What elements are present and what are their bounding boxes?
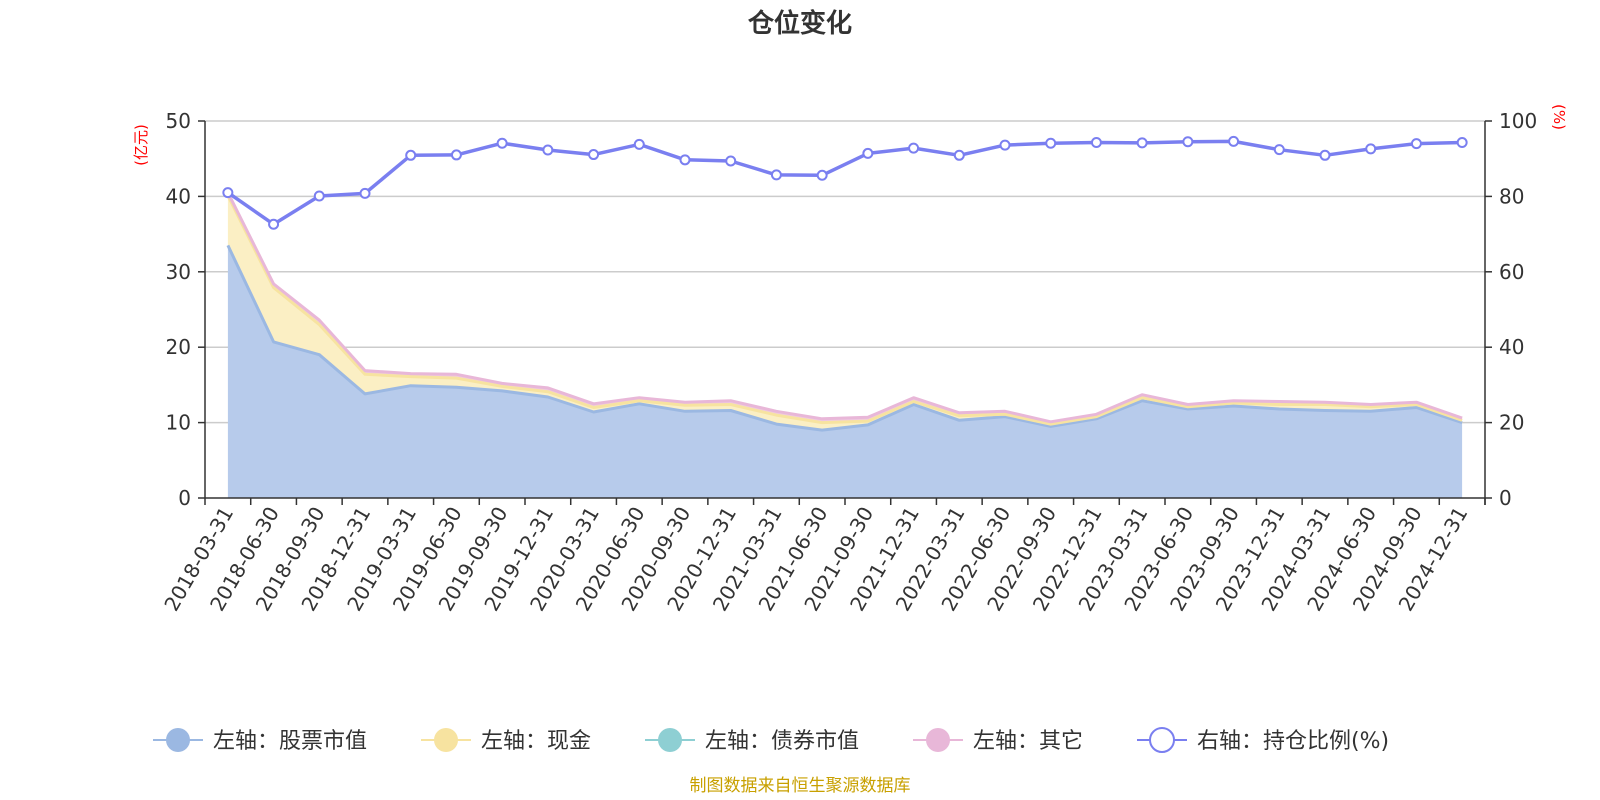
data-source-note: 制图数据来自恒生聚源数据库 xyxy=(690,776,911,796)
ratio-point xyxy=(405,149,417,161)
ratio-point xyxy=(222,187,234,199)
legend-item: 左轴：其它 xyxy=(913,728,1083,754)
ratio-point xyxy=(679,154,691,166)
ratio-point xyxy=(725,155,737,167)
ratio-point xyxy=(450,149,462,161)
ratio-point xyxy=(1136,137,1148,149)
ratio-point xyxy=(1456,136,1468,148)
ratio-point xyxy=(496,137,508,149)
area-edge-series-2 xyxy=(226,194,1463,426)
legend-item: 左轴：债券市值 xyxy=(645,728,859,754)
right-tick-label: 80 xyxy=(1499,184,1524,208)
right-axis-unit: (%) xyxy=(1550,104,1568,130)
ratio-line xyxy=(226,139,1463,227)
ratio-line-layer xyxy=(222,135,1468,230)
legend-marker xyxy=(926,728,950,752)
legend-marker xyxy=(1149,727,1175,753)
ratio-point xyxy=(1319,149,1331,161)
left-tick-label: 0 xyxy=(178,486,191,510)
legend-label: 左轴：其它 xyxy=(973,729,1083,754)
right-tick-label: 100 xyxy=(1499,109,1537,133)
ratio-point xyxy=(359,187,371,199)
ratio-point xyxy=(816,169,828,181)
area-edge-series-4 xyxy=(226,191,1463,424)
left-axis-unit: (亿元) xyxy=(132,124,150,166)
left-tick-label: 10 xyxy=(166,411,191,435)
ratio-point xyxy=(999,139,1011,151)
legend-marker xyxy=(658,728,682,752)
ratio-point xyxy=(1410,138,1422,150)
legend-item: 右轴：持仓比例(%) xyxy=(1137,727,1389,754)
ratio-point xyxy=(1090,136,1102,148)
area-series-1 xyxy=(227,245,1463,498)
legend-item: 左轴：现金 xyxy=(421,728,591,754)
right-tick-label: 20 xyxy=(1499,411,1524,435)
legend-label: 左轴：股票市值 xyxy=(213,729,367,754)
ratio-point xyxy=(633,138,645,150)
legend: 左轴：股票市值 左轴：现金 左轴：债券市值 左轴：其它 右轴：持仓比例(%) xyxy=(153,727,1389,754)
ratio-point xyxy=(1045,137,1057,149)
left-tick-label: 40 xyxy=(166,184,191,208)
left-tick-label: 50 xyxy=(166,109,191,133)
ratio-point xyxy=(542,144,554,156)
ratio-point xyxy=(953,149,965,161)
legend-label: 左轴：债券市值 xyxy=(705,729,859,754)
ratio-point xyxy=(313,190,325,202)
ratio-point xyxy=(268,218,280,230)
left-tick-label: 30 xyxy=(166,260,191,284)
legend-marker xyxy=(434,728,458,752)
ratio-point xyxy=(1273,144,1285,156)
area-edge-series-1 xyxy=(226,244,1463,432)
legend-label: 左轴：现金 xyxy=(481,729,591,754)
legend-item: 左轴：股票市值 xyxy=(153,728,367,754)
right-tick-label: 0 xyxy=(1499,486,1512,510)
ratio-point xyxy=(1228,135,1240,147)
ratio-point xyxy=(1182,136,1194,148)
right-tick-label: 60 xyxy=(1499,260,1524,284)
ratio-point xyxy=(770,169,782,181)
ratio-point xyxy=(1365,143,1377,155)
legend-marker xyxy=(166,728,190,752)
ratio-point xyxy=(862,147,874,159)
legend-label: 右轴：持仓比例(%) xyxy=(1197,729,1389,754)
stacked-areas xyxy=(226,191,1463,498)
left-tick-label: 20 xyxy=(166,335,191,359)
ratio-point xyxy=(908,142,920,154)
axes: 010203040500204060801002018-03-312018-06… xyxy=(159,109,1537,615)
right-tick-label: 40 xyxy=(1499,335,1524,359)
chart-title: 仓位变化 xyxy=(747,8,852,39)
ratio-point xyxy=(588,149,600,161)
